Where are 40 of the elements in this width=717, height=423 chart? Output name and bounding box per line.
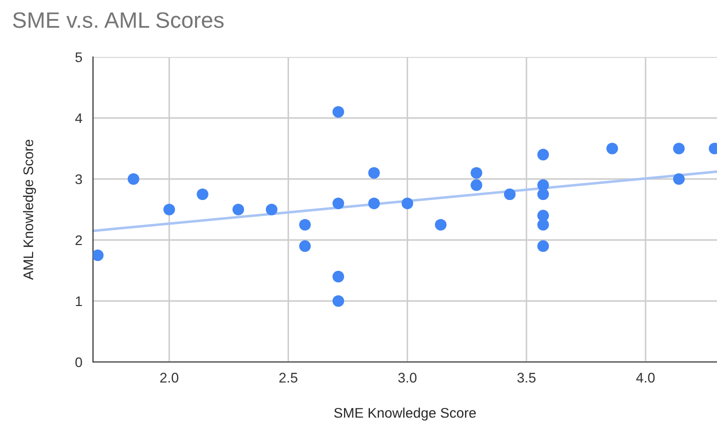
x-tick-label: 4.0 xyxy=(636,372,655,383)
point xyxy=(402,198,414,210)
point xyxy=(332,106,344,118)
point xyxy=(332,270,344,282)
point xyxy=(368,167,380,179)
y-tick-label: 0 xyxy=(75,357,82,368)
point xyxy=(537,188,549,200)
point xyxy=(299,218,311,231)
point xyxy=(93,249,104,262)
x-tick-label: 3.5 xyxy=(517,372,536,383)
point xyxy=(470,179,482,191)
y-tick-label: 1 xyxy=(76,296,82,306)
point xyxy=(504,188,516,200)
chart-title: SME v.s. AML Scores xyxy=(13,12,224,28)
point xyxy=(196,188,208,200)
point xyxy=(537,240,549,252)
point xyxy=(332,198,344,210)
point xyxy=(673,142,685,154)
point xyxy=(266,204,278,216)
y-tick-label: 2 xyxy=(76,235,82,246)
x-tick-label: 3.0 xyxy=(398,372,416,383)
point xyxy=(673,173,685,185)
point xyxy=(368,198,380,210)
point xyxy=(470,167,482,179)
point xyxy=(537,218,549,231)
y-axis-title: AML Knowledge Score xyxy=(23,140,36,280)
point xyxy=(332,295,344,307)
point xyxy=(434,218,447,231)
y-tick-label: 3 xyxy=(75,174,82,184)
point xyxy=(299,240,311,252)
point xyxy=(128,173,140,185)
x-tick-label: 2.0 xyxy=(160,372,178,383)
x-tick-label: 2.5 xyxy=(279,372,298,383)
point xyxy=(163,204,176,216)
point xyxy=(232,204,244,216)
y-tick-label: 4 xyxy=(75,113,82,124)
x-axis-title: SME Knowledge Score xyxy=(334,408,476,421)
y-tick-label: 5 xyxy=(75,52,82,62)
point xyxy=(537,148,549,160)
point xyxy=(606,142,618,154)
